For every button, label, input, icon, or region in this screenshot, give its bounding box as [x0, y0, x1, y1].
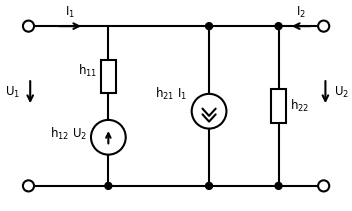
Bar — [271, 89, 286, 123]
Circle shape — [23, 180, 34, 191]
Text: h$_{12}$ U$_2$: h$_{12}$ U$_2$ — [50, 126, 87, 142]
Circle shape — [192, 94, 226, 128]
Text: h$_{21}$ I$_1$: h$_{21}$ I$_1$ — [155, 86, 188, 102]
Text: U$_1$: U$_1$ — [5, 85, 20, 100]
Circle shape — [275, 183, 282, 189]
Circle shape — [23, 21, 34, 32]
Circle shape — [91, 120, 126, 155]
Text: h$_{11}$: h$_{11}$ — [78, 63, 97, 79]
Bar — [101, 60, 116, 93]
Circle shape — [105, 183, 112, 189]
Text: I$_2$: I$_2$ — [296, 5, 306, 20]
Text: h$_{22}$: h$_{22}$ — [290, 98, 309, 114]
Circle shape — [206, 23, 213, 30]
Circle shape — [275, 23, 282, 30]
Text: U$_2$: U$_2$ — [334, 85, 349, 100]
Text: I$_1$: I$_1$ — [65, 5, 75, 20]
Circle shape — [318, 180, 329, 191]
Circle shape — [206, 183, 213, 189]
Circle shape — [318, 21, 329, 32]
